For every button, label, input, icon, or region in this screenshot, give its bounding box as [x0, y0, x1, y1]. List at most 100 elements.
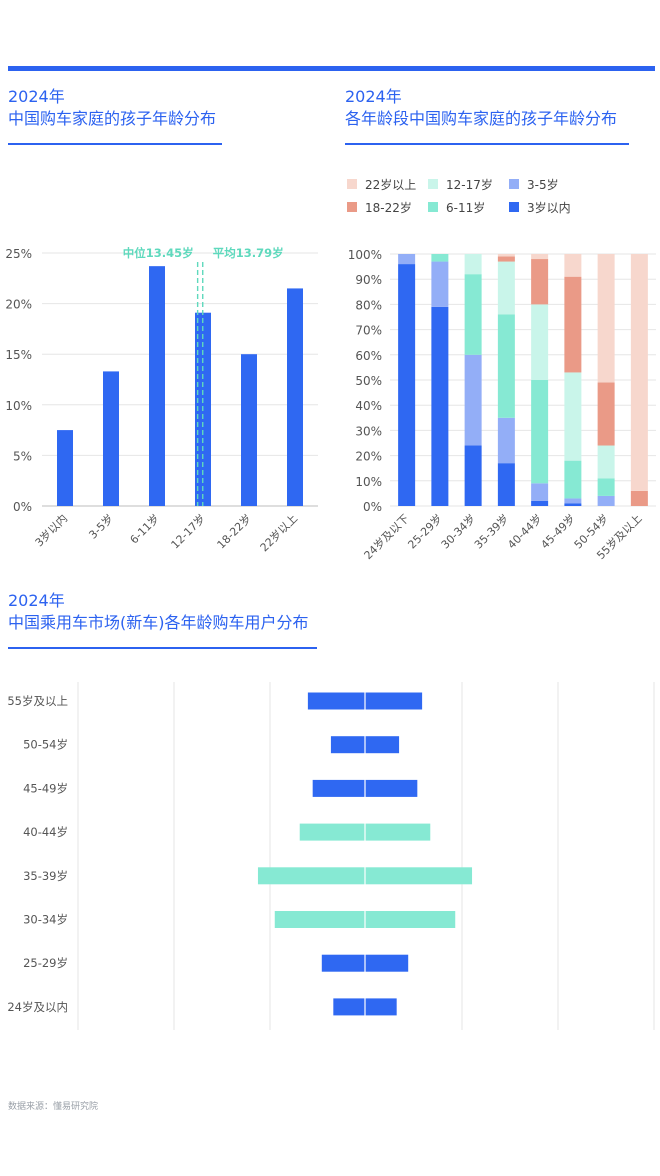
right-x-tick: 24岁及以下 — [361, 511, 412, 562]
left-title-rule — [8, 143, 222, 145]
bottom-y-label: 25-29岁 — [23, 956, 68, 970]
bottom-y-label: 30-34岁 — [23, 913, 68, 927]
right-stack-segment — [597, 445, 615, 479]
right-stack-segment — [497, 254, 515, 257]
bottom-y-label: 55岁及以上 — [7, 694, 68, 708]
left-y-tick: 25% — [5, 247, 32, 261]
right-stack-segment — [531, 254, 549, 260]
right-legend-label: 3-5岁 — [527, 177, 559, 192]
right-stack-segment — [564, 372, 582, 461]
right-stack-segment — [464, 445, 482, 506]
left-x-tick: 22岁以上 — [257, 511, 300, 554]
left-bar — [241, 354, 257, 506]
right-stack-segment — [497, 314, 515, 418]
right-stack-segment — [497, 463, 515, 506]
right-stack-segment — [564, 276, 582, 373]
right-y-tick: 40% — [355, 399, 382, 413]
right-stack-segment — [431, 306, 449, 506]
right-y-tick: 50% — [355, 374, 382, 388]
left-annotation-label: 平均13.79岁 — [213, 246, 284, 260]
left-x-tick: 6-11岁 — [127, 511, 162, 546]
right-stack-segment — [497, 256, 515, 262]
right-y-tick: 90% — [355, 273, 382, 287]
right-stack-segment — [564, 503, 582, 506]
right-stack-segment — [531, 483, 549, 501]
bottom-chart-title-text: 中国乘用车市场(新车)各年龄购车用户分布 — [8, 613, 309, 632]
right-stack-segment — [597, 495, 615, 506]
bottom-y-label: 45-49岁 — [23, 781, 68, 795]
right-legend-swatch — [509, 202, 519, 212]
right-y-tick: 20% — [355, 450, 382, 464]
right-stack-segment — [464, 354, 482, 446]
right-y-tick: 30% — [355, 424, 382, 438]
left-y-tick: 15% — [5, 348, 32, 362]
bottom-chart-title: 2024年 中国乘用车市场(新车)各年龄购车用户分布 — [8, 590, 309, 634]
right-chart-title: 2024年 各年龄段中国购车家庭的孩子年龄分布 — [345, 86, 617, 130]
right-legend-label: 22岁以上 — [365, 177, 416, 192]
left-y-tick: 20% — [5, 298, 32, 312]
right-x-tick: 30-34岁 — [438, 511, 478, 551]
bottom-title-rule — [8, 647, 317, 649]
right-stack-segment — [531, 380, 549, 484]
right-legend-label: 3岁以内 — [527, 200, 571, 215]
right-legend-label: 12-17岁 — [446, 177, 493, 192]
right-stack-segment — [564, 254, 582, 277]
right-stack-segment — [597, 254, 615, 383]
bottom-y-label: 50-54岁 — [23, 738, 68, 752]
right-stack-segment — [630, 254, 648, 491]
bottom-y-label: 40-44岁 — [23, 825, 68, 839]
right-y-tick: 0% — [363, 500, 382, 514]
left-bar — [149, 266, 165, 506]
right-y-tick: 70% — [355, 324, 382, 338]
right-y-tick: 10% — [355, 475, 382, 489]
left-y-tick: 0% — [13, 500, 32, 514]
right-chart-title-year: 2024年 — [345, 87, 402, 106]
left-bar — [103, 371, 119, 506]
right-stack-segment — [531, 500, 549, 506]
left-x-tick: 12-17岁 — [168, 511, 208, 551]
right-stack-segment — [398, 254, 416, 265]
right-stack-segment — [497, 417, 515, 464]
right-stack-segment — [398, 264, 416, 506]
left-x-tick: 3-5岁 — [86, 511, 116, 541]
right-y-tick: 80% — [355, 298, 382, 312]
left-chart-title: 2024年 中国购车家庭的孩子年龄分布 — [8, 86, 216, 130]
left-annotation-label: 中位13.45岁 — [123, 246, 194, 260]
left-y-tick: 5% — [13, 449, 32, 463]
left-x-tick: 3岁以内 — [32, 511, 70, 549]
right-legend-label: 6-11岁 — [446, 200, 485, 215]
bottom-chart-title-year: 2024年 — [8, 591, 65, 610]
left-y-tick: 10% — [5, 399, 32, 413]
right-legend-swatch — [509, 179, 519, 189]
top-rule — [8, 66, 655, 71]
source-note: 数据来源：懂易研究院 — [8, 1102, 99, 1112]
right-stack-segment — [431, 254, 449, 262]
right-stack-segment — [464, 254, 482, 275]
right-stack-segment — [597, 382, 615, 446]
right-legend-swatch — [347, 202, 357, 212]
right-legend-swatch — [347, 179, 357, 189]
right-stack-segment — [531, 259, 549, 305]
bottom-y-label: 24岁及以内 — [7, 1000, 68, 1014]
right-stack-segment — [497, 261, 515, 315]
right-stack-segment — [630, 490, 648, 506]
right-legend-swatch — [428, 179, 438, 189]
right-y-tick: 60% — [355, 349, 382, 363]
left-chart-title-year: 2024年 — [8, 87, 65, 106]
right-title-rule — [345, 143, 629, 145]
right-x-tick: 35-39岁 — [471, 511, 511, 551]
left-x-tick: 18-22岁 — [214, 511, 254, 551]
right-stack-segment — [531, 304, 549, 380]
right-stack-segment — [564, 498, 582, 504]
right-y-tick: 100% — [348, 248, 382, 262]
left-chart-title-text: 中国购车家庭的孩子年龄分布 — [8, 109, 217, 128]
left-bar — [287, 288, 303, 506]
right-x-tick: 45-49岁 — [538, 511, 578, 551]
right-chart-title-text: 各年龄段中国购车家庭的孩子年龄分布 — [345, 109, 618, 128]
bottom-y-label: 35-39岁 — [23, 869, 68, 883]
left-bar — [57, 430, 73, 506]
right-legend-swatch — [428, 202, 438, 212]
right-x-tick: 25-29岁 — [405, 511, 445, 551]
right-stack-segment — [597, 478, 615, 496]
